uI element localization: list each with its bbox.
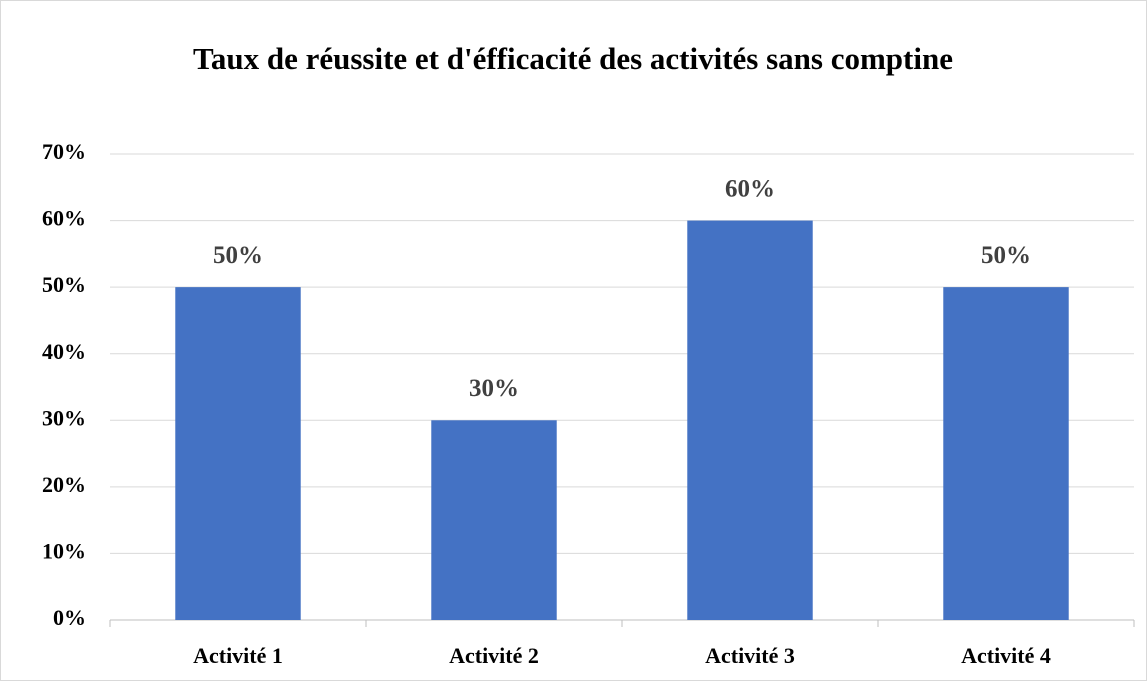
bar [943,287,1069,620]
x-tick-label: Activité 3 [705,643,795,668]
x-tick-label: Activité 1 [193,643,283,668]
data-label: 50% [213,242,263,269]
data-label: 60% [725,175,775,202]
data-label: 50% [981,242,1031,269]
data-label: 30% [469,375,519,402]
y-tick-label: 30% [42,405,86,430]
bar [175,287,301,620]
x-tick-label: Activité 4 [961,643,1051,668]
bar [687,220,813,621]
y-tick-label: 50% [42,272,86,297]
y-tick-label: 10% [42,538,86,563]
y-tick-label: 40% [42,339,86,364]
y-tick-label: 70% [42,139,86,164]
y-tick-label: 20% [42,472,86,497]
y-tick-label: 60% [42,206,86,231]
x-tick-label: Activité 2 [449,643,539,668]
chart-title: Taux de réussite et d'éfficacité des act… [193,41,953,76]
bar [431,420,557,620]
y-tick-label: 0% [53,605,86,630]
